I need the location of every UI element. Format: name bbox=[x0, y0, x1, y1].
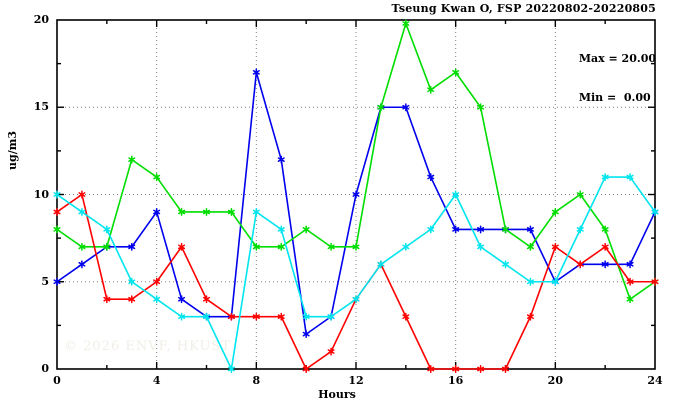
y-tick-label: 20 bbox=[33, 13, 49, 26]
series-day4 bbox=[53, 173, 659, 373]
y-tick-label: 10 bbox=[33, 187, 49, 201]
x-tick-label: 16 bbox=[448, 374, 464, 387]
y-tick-label: 15 bbox=[33, 100, 49, 114]
x-tick-label: 8 bbox=[252, 374, 261, 387]
y-tick-label: 5 bbox=[41, 274, 49, 288]
y-tick-label: 0 bbox=[41, 362, 49, 375]
minmax-legend: Max = 20.00 Min = 0.00 bbox=[579, 26, 656, 130]
min-label: Min = 0.00 bbox=[578, 91, 651, 104]
x-tick-label: 20 bbox=[547, 374, 563, 387]
chart-title: Tseung Kwan O, FSP 20220802-20220805 bbox=[391, 2, 656, 15]
data-series-layer bbox=[53, 19, 659, 373]
series-day2 bbox=[53, 19, 659, 304]
x-axis-label: Hours bbox=[318, 388, 356, 401]
x-tick-label: 4 bbox=[152, 374, 161, 387]
max-label: Max = 20.00 bbox=[578, 52, 656, 65]
series-day3 bbox=[53, 190, 659, 373]
x-tick-label: 24 bbox=[647, 374, 663, 387]
x-tick-label: 0 bbox=[53, 374, 61, 387]
x-tick-label: 12 bbox=[348, 374, 364, 387]
